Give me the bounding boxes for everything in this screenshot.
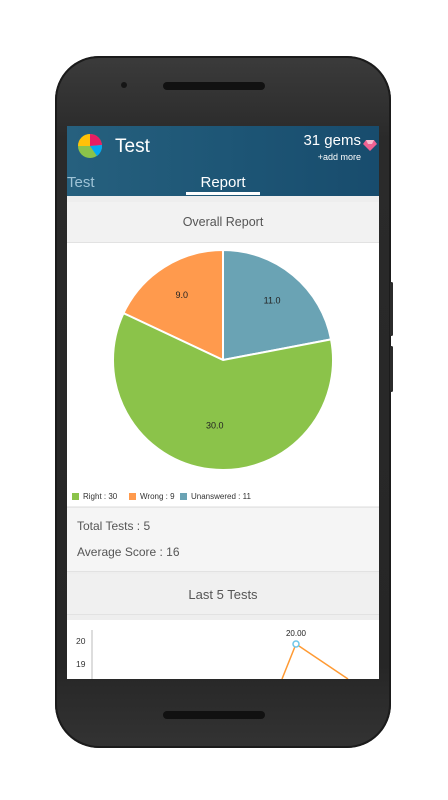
pie-slice-unanswered[interactable] (222, 248, 333, 362)
legend-swatch-unanswered (180, 493, 187, 500)
pie-label-right: 30.0 (206, 420, 224, 430)
tab-test[interactable]: Test (67, 174, 95, 191)
last-tests-line-chart-panel: 20 19 20.00 (67, 620, 379, 679)
legend-swatch-right (72, 493, 79, 500)
app-screen: Test 31 gems +add more Test Report Overa… (67, 126, 379, 679)
power-button (390, 282, 393, 336)
bottom-speaker (163, 711, 265, 719)
pie-label-unanswered: 11.0 (264, 296, 281, 306)
active-tab-indicator (186, 192, 260, 195)
legend-item-unanswered: Unanswered : 11 (180, 492, 251, 501)
gems-count: 31 gems (303, 132, 361, 149)
legend-item-right: Right : 30 (72, 492, 117, 501)
app-title: Test (115, 136, 150, 157)
volume-button (390, 346, 393, 392)
pink-diamond-icon[interactable] (363, 138, 377, 152)
legend-item-wrong: Wrong : 9 (129, 492, 175, 501)
front-sensor (121, 82, 127, 88)
y-tick-19: 19 (76, 659, 86, 669)
stats-panel: Total Tests : 5 Average Score : 16 (67, 507, 379, 572)
last-tests-line-chart: 20.00 (91, 629, 349, 679)
y-tick-20: 20 (76, 636, 86, 646)
legend-swatch-wrong (129, 493, 136, 500)
app-bar: Test 31 gems +add more Test Report (67, 126, 379, 196)
score-point-label: 20.00 (286, 629, 307, 638)
tab-report[interactable]: Report (200, 174, 246, 191)
average-score-text: Average Score : 16 (77, 545, 180, 559)
pie-label-wrong: 9.0 (175, 290, 188, 300)
pie-slice-right[interactable] (112, 311, 334, 471)
score-series-line (281, 642, 349, 679)
overall-pie-chart: 9.0 11.0 30.0 (112, 248, 334, 471)
top-speaker (163, 82, 265, 90)
overall-report-heading: Overall Report (67, 202, 379, 243)
last-five-tests-heading: Last 5 Tests (67, 574, 379, 615)
total-tests-text: Total Tests : 5 (77, 519, 151, 533)
score-point[interactable] (292, 640, 300, 648)
pie-chart-logo-icon (78, 133, 103, 158)
add-more-gems-link[interactable]: +add more (317, 152, 361, 162)
pie-slice-wrong[interactable] (122, 248, 224, 362)
